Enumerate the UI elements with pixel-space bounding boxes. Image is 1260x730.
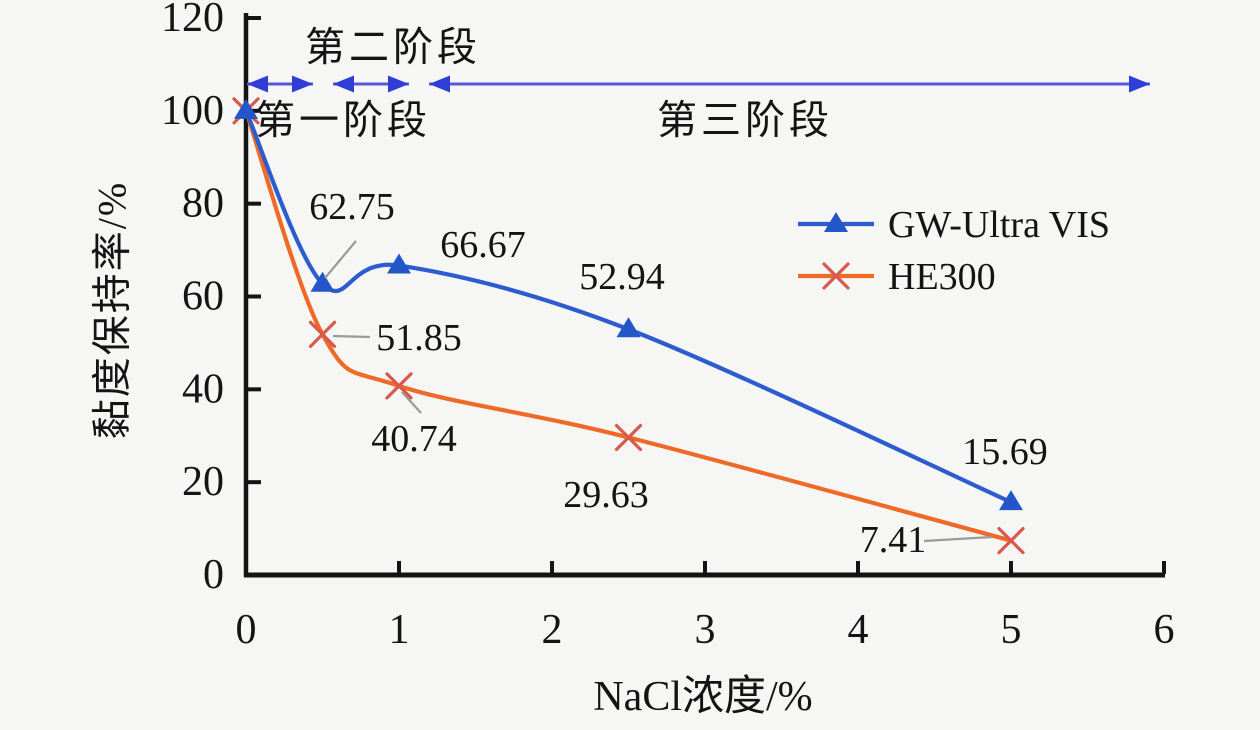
y-axis-title: 黏度保持率/% bbox=[90, 181, 135, 439]
series-gw-ultra-vis bbox=[234, 98, 1023, 511]
y-tick-label: 100 bbox=[161, 88, 224, 134]
y-tick-label: 120 bbox=[161, 0, 224, 41]
series-gw-ultra-vis-line bbox=[243, 108, 1014, 505]
y-tick-label: 20 bbox=[182, 459, 224, 505]
legend-item-he300: HE300 bbox=[798, 256, 996, 298]
x-tick-label: 2 bbox=[542, 607, 563, 653]
stage-label: 第二阶段 bbox=[305, 25, 481, 70]
stage-label: 第三阶段 bbox=[657, 98, 833, 143]
data-label-leader-line bbox=[923, 535, 993, 543]
x-tick-label: 3 bbox=[695, 607, 716, 653]
arrowhead-right-icon bbox=[1129, 75, 1150, 93]
triangle-marker-icon bbox=[616, 317, 641, 338]
data-label-leader-line bbox=[332, 334, 371, 339]
triangle-marker-icon bbox=[310, 271, 335, 292]
triangle-marker-icon bbox=[999, 490, 1023, 511]
x-axis-title: NaCl浓度/% bbox=[593, 674, 812, 720]
arrowhead-right-icon bbox=[388, 75, 409, 93]
x-marker-icon bbox=[997, 527, 1025, 555]
triangle-marker-icon bbox=[387, 253, 411, 274]
legend: GW-Ultra VIS HE300 bbox=[798, 204, 1110, 298]
data-label-leader-line bbox=[401, 391, 422, 414]
x-tick-label: 0 bbox=[236, 607, 257, 653]
legend-label: HE300 bbox=[888, 256, 996, 298]
x-tick-label: 5 bbox=[1001, 607, 1022, 653]
legend-x-icon bbox=[822, 262, 850, 290]
data-label-leader-line bbox=[324, 240, 357, 279]
x-tick-label: 1 bbox=[389, 607, 410, 653]
data-label: 52.94 bbox=[579, 256, 665, 298]
x-tick-label: 4 bbox=[848, 607, 869, 653]
stage-label: 第一阶段 bbox=[255, 98, 431, 143]
triangle-marker-icon bbox=[234, 98, 258, 119]
arrowhead-left-icon bbox=[333, 75, 354, 93]
x-marker-icon bbox=[308, 320, 337, 348]
arrowhead-left-icon bbox=[247, 75, 268, 93]
legend-item-gw-ultra-vis: GW-Ultra VIS bbox=[798, 204, 1110, 246]
x-tick-label: 6 bbox=[1154, 607, 1175, 653]
data-label: 51.85 bbox=[376, 317, 462, 359]
data-label: 62.75 bbox=[309, 186, 395, 228]
data-label: 15.69 bbox=[962, 431, 1048, 473]
y-tick-label: 0 bbox=[203, 552, 224, 598]
y-tick-label: 60 bbox=[182, 274, 224, 320]
x-marker-icon bbox=[385, 372, 413, 400]
y-tick-label: 40 bbox=[182, 366, 224, 412]
data-label: 29.63 bbox=[563, 474, 649, 516]
stage-arrows bbox=[247, 75, 1150, 93]
series-he300-line bbox=[243, 108, 1014, 543]
arrowhead-left-icon bbox=[429, 75, 450, 93]
data-label: 66.67 bbox=[440, 224, 526, 266]
data-label: 40.74 bbox=[371, 418, 457, 460]
arrowhead-right-icon bbox=[292, 75, 313, 93]
legend-label: GW-Ultra VIS bbox=[888, 204, 1110, 246]
data-label: 7.41 bbox=[860, 519, 927, 561]
legend-triangle-icon bbox=[824, 212, 848, 232]
y-tick-label: 80 bbox=[182, 181, 224, 227]
x-marker-icon bbox=[614, 423, 643, 452]
